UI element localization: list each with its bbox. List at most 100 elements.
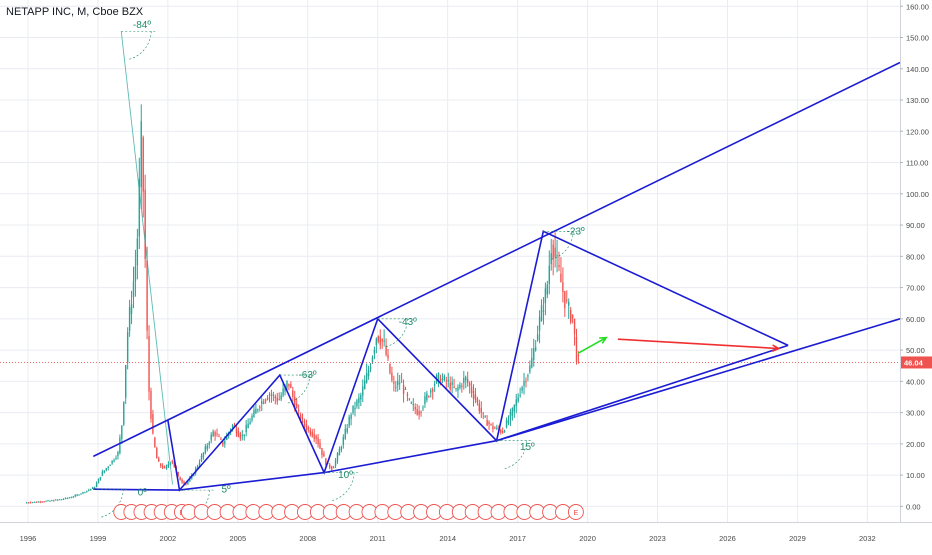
candle-body (517, 397, 519, 402)
candle-body (165, 465, 168, 469)
candle-body (278, 399, 280, 401)
candle-body (465, 376, 467, 381)
time-tick-label: 2008 (299, 534, 316, 543)
candle-body (280, 395, 282, 400)
candle-body (53, 500, 55, 502)
wave-line (167, 230, 789, 492)
candle-body (513, 404, 516, 412)
candle-body (519, 394, 521, 396)
candle-body (554, 247, 556, 257)
candle-body (330, 466, 333, 470)
grid (0, 0, 900, 522)
candle-body (500, 430, 502, 433)
candle-body (398, 382, 401, 384)
candle-body (181, 479, 183, 483)
candle-body (362, 386, 364, 396)
candle-body (156, 448, 158, 459)
candle-body (290, 383, 292, 388)
price-tick-label: 140.00 (906, 65, 929, 74)
candle-body (383, 340, 385, 342)
candle-body (125, 365, 127, 398)
candle-body (348, 416, 350, 426)
angle-label: -43º (399, 317, 417, 328)
candle-body (484, 416, 486, 418)
earnings-marker (567, 504, 584, 520)
candle-body (433, 384, 436, 387)
candle-body (400, 381, 403, 383)
candle-body (432, 389, 434, 392)
candle-body (45, 500, 47, 502)
price-tick-label: 50.00 (906, 346, 925, 355)
candle-body (301, 417, 304, 419)
price-tick-label: 90.00 (906, 221, 925, 230)
candle-body (255, 408, 257, 414)
candle-body (257, 409, 259, 411)
price-tick-label: 70.00 (906, 284, 925, 293)
candle-body (311, 431, 313, 437)
price-tick-label: 40.00 (906, 377, 925, 386)
candle-body (80, 493, 82, 495)
time-tick-label: 2029 (789, 534, 806, 543)
candle-body (204, 446, 207, 454)
angle-arc (129, 31, 152, 60)
candle-body (95, 482, 98, 487)
candle-body (31, 502, 34, 504)
candle-body (274, 396, 277, 399)
candle-body (115, 458, 117, 460)
price-tick-label: 150.00 (906, 34, 929, 43)
candle-body (418, 411, 420, 415)
candle-body (461, 385, 463, 387)
candle-body (538, 316, 541, 331)
candle-body (509, 411, 512, 420)
candle-body (245, 424, 247, 433)
decline-line (120, 31, 173, 485)
candle-body (321, 448, 323, 456)
candle-body (486, 420, 488, 426)
time-tick-label: 2005 (229, 534, 246, 543)
candle-body (521, 387, 523, 391)
candle-body (552, 244, 554, 259)
candle-body (356, 400, 358, 407)
candle-body (41, 501, 43, 503)
candle-body (266, 397, 269, 400)
green-up-arrow-head (599, 336, 608, 344)
candle-body (546, 284, 549, 295)
candle-body (239, 433, 242, 439)
candle-body (152, 414, 154, 434)
candle-body (249, 421, 251, 425)
candle-body (148, 336, 150, 392)
angle-label: 0º (138, 487, 148, 498)
candle-body (404, 389, 407, 391)
candle-body (505, 420, 508, 428)
candle-body (226, 435, 228, 440)
candle-body (282, 388, 284, 396)
candle-body (196, 465, 199, 469)
candle-body (569, 310, 572, 323)
candle-body (60, 499, 63, 501)
price-candles (25, 104, 580, 504)
candle-body (482, 412, 484, 414)
candle-body (350, 414, 352, 420)
candle-body (200, 455, 203, 462)
time-tick-label: 2011 (370, 534, 386, 543)
candle-body (303, 421, 306, 425)
candle-body (346, 427, 348, 433)
candle-body (323, 453, 325, 457)
candle-body (420, 411, 422, 413)
drawings (0, 30, 901, 519)
candle-body (315, 435, 317, 440)
candle-body (70, 497, 73, 499)
candle-body (515, 399, 517, 407)
angle-label: 5º (222, 484, 232, 495)
candle-body (55, 499, 57, 501)
candle-body (381, 339, 383, 342)
candle-body (336, 453, 339, 461)
candle-body (525, 381, 527, 383)
candle-body (562, 282, 564, 292)
candle-body (189, 477, 191, 482)
candle-body (297, 409, 300, 411)
candle-body (474, 394, 477, 400)
candle-body (33, 501, 36, 503)
